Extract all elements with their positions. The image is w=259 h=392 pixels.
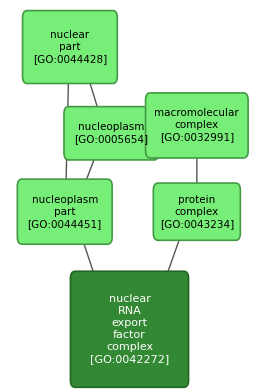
Text: nuclear
part
[GO:0044428]: nuclear part [GO:0044428] — [33, 30, 107, 64]
Text: nucleoplasm
[GO:0005654]: nucleoplasm [GO:0005654] — [74, 122, 148, 144]
Text: macromolecular
complex
[GO:0032991]: macromolecular complex [GO:0032991] — [154, 109, 239, 142]
Text: protein
complex
[GO:0043234]: protein complex [GO:0043234] — [160, 195, 234, 229]
FancyBboxPatch shape — [146, 93, 248, 158]
FancyBboxPatch shape — [70, 271, 189, 387]
Text: nuclear
RNA
export
factor
complex
[GO:0042272]: nuclear RNA export factor complex [GO:00… — [90, 294, 169, 364]
FancyBboxPatch shape — [64, 107, 159, 160]
FancyBboxPatch shape — [153, 183, 240, 240]
FancyBboxPatch shape — [23, 11, 117, 83]
Text: nucleoplasm
part
[GO:0044451]: nucleoplasm part [GO:0044451] — [28, 195, 102, 229]
FancyBboxPatch shape — [17, 179, 112, 244]
